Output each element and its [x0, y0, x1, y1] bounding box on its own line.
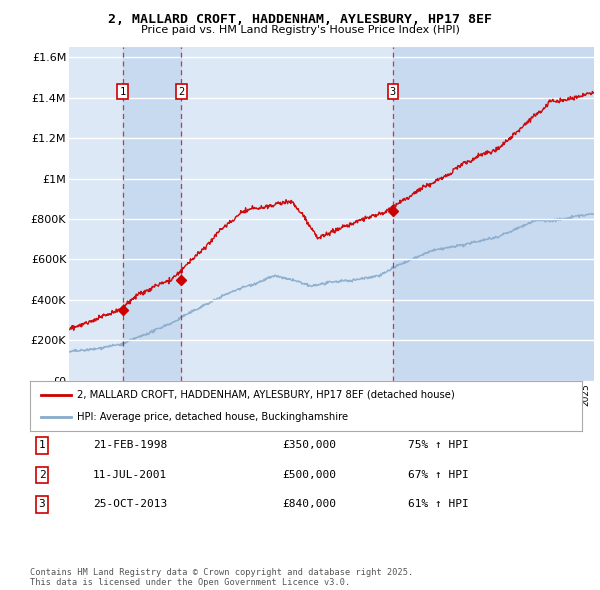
Text: Price paid vs. HM Land Registry's House Price Index (HPI): Price paid vs. HM Land Registry's House …	[140, 25, 460, 35]
Text: 2, MALLARD CROFT, HADDENHAM, AYLESBURY, HP17 8EF: 2, MALLARD CROFT, HADDENHAM, AYLESBURY, …	[108, 13, 492, 26]
Text: 2: 2	[38, 470, 46, 480]
Text: HPI: Average price, detached house, Buckinghamshire: HPI: Average price, detached house, Buck…	[77, 412, 348, 422]
Text: 11-JUL-2001: 11-JUL-2001	[93, 470, 167, 480]
Text: Contains HM Land Registry data © Crown copyright and database right 2025.
This d: Contains HM Land Registry data © Crown c…	[30, 568, 413, 587]
Text: 25-OCT-2013: 25-OCT-2013	[93, 500, 167, 509]
Text: £840,000: £840,000	[282, 500, 336, 509]
Text: 2: 2	[178, 87, 185, 97]
Text: £350,000: £350,000	[282, 441, 336, 450]
Bar	[123, 47, 181, 381]
Text: 61% ↑ HPI: 61% ↑ HPI	[408, 500, 469, 509]
Text: 3: 3	[38, 500, 46, 509]
Text: 75% ↑ HPI: 75% ↑ HPI	[408, 441, 469, 450]
Text: 67% ↑ HPI: 67% ↑ HPI	[408, 470, 469, 480]
Text: 1: 1	[38, 441, 46, 450]
Bar	[393, 47, 594, 381]
Text: £500,000: £500,000	[282, 470, 336, 480]
Text: 21-FEB-1998: 21-FEB-1998	[93, 441, 167, 450]
Text: 2, MALLARD CROFT, HADDENHAM, AYLESBURY, HP17 8EF (detached house): 2, MALLARD CROFT, HADDENHAM, AYLESBURY, …	[77, 389, 455, 399]
Text: 3: 3	[390, 87, 396, 97]
Text: 1: 1	[120, 87, 126, 97]
